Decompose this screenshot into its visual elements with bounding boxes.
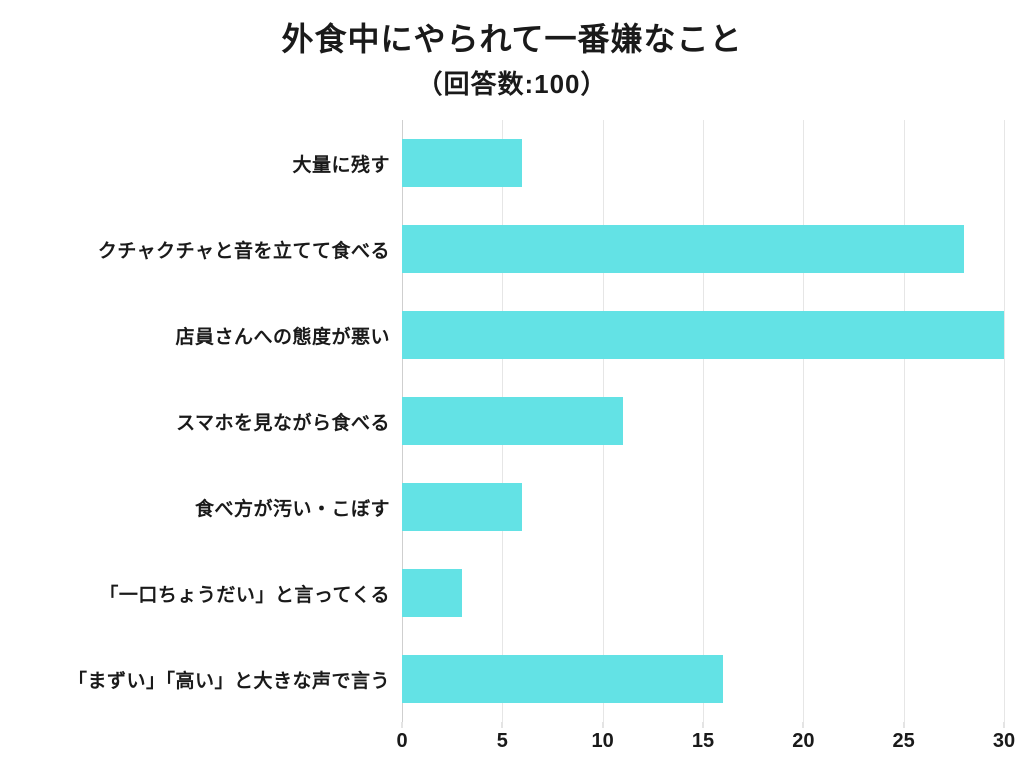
bar-row xyxy=(402,483,1004,530)
bar-row xyxy=(402,311,1004,358)
bar xyxy=(402,569,462,616)
x-axis-ticks: 051015202530 xyxy=(402,722,1004,768)
x-tick-mark xyxy=(1004,722,1005,728)
y-axis-label: 食べ方が汚い・こぼす xyxy=(0,464,390,550)
chart-container: 外食中にやられて一番嫌なこと （回答数:100） 大量に残すクチャクチャと音を立… xyxy=(0,0,1024,768)
bar-row xyxy=(402,655,1004,702)
x-tick-mark xyxy=(903,722,904,728)
gridline xyxy=(1004,120,1005,722)
x-tick-label: 0 xyxy=(396,730,407,753)
x-tick-label: 5 xyxy=(497,730,508,753)
x-tick-label: 20 xyxy=(792,730,814,753)
x-tick-mark xyxy=(502,722,503,728)
y-axis-label: 「まずい」「高い」と大きな声で言う xyxy=(0,636,390,722)
y-axis-labels: 大量に残すクチャクチャと音を立てて食べる店員さんへの態度が悪いスマホを見ながら食… xyxy=(0,120,402,722)
bar xyxy=(402,139,522,186)
plot-area xyxy=(402,120,1004,722)
x-tick-label: 10 xyxy=(592,730,614,753)
x-tick-mark xyxy=(703,722,704,728)
bars-group xyxy=(402,120,1004,722)
bar xyxy=(402,397,623,444)
y-axis-label: 大量に残す xyxy=(0,120,390,206)
bar-row xyxy=(402,139,1004,186)
x-tick-label: 15 xyxy=(692,730,714,753)
y-axis-label: 店員さんへの態度が悪い xyxy=(0,292,390,378)
bar xyxy=(402,655,723,702)
y-axis-label: 「一口ちょうだい」と言ってくる xyxy=(0,550,390,636)
x-tick-mark xyxy=(402,722,403,728)
y-axis-label: スマホを見ながら食べる xyxy=(0,378,390,464)
bar xyxy=(402,483,522,530)
x-tick-mark xyxy=(602,722,603,728)
bar xyxy=(402,311,1004,358)
x-tick-label: 25 xyxy=(893,730,915,753)
chart-subtitle: （回答数:100） xyxy=(0,64,1024,101)
bar-row xyxy=(402,225,1004,272)
x-tick-mark xyxy=(803,722,804,728)
x-tick-label: 30 xyxy=(993,730,1015,753)
y-axis-label: クチャクチャと音を立てて食べる xyxy=(0,206,390,292)
bar-row xyxy=(402,569,1004,616)
bar-row xyxy=(402,397,1004,444)
bar xyxy=(402,225,964,272)
chart-title: 外食中にやられて一番嫌なこと xyxy=(0,14,1024,60)
